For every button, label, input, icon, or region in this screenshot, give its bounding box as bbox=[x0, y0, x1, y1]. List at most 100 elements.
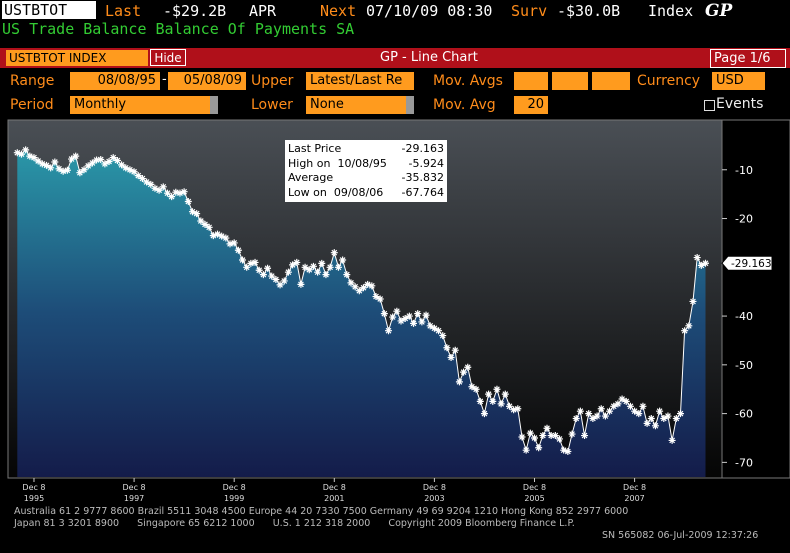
marker bbox=[672, 414, 680, 422]
marker bbox=[63, 166, 71, 174]
events-checkbox[interactable] bbox=[704, 100, 715, 111]
marker bbox=[693, 254, 701, 262]
stat-label: Last Price bbox=[288, 142, 342, 155]
marker bbox=[247, 259, 255, 267]
marker bbox=[647, 414, 655, 422]
marker bbox=[530, 434, 538, 442]
marker bbox=[572, 414, 580, 422]
currency-label: Currency bbox=[637, 73, 701, 89]
marker bbox=[118, 161, 126, 169]
lower-field[interactable]: None bbox=[306, 96, 414, 114]
period-field[interactable]: Monthly bbox=[70, 96, 218, 114]
marker bbox=[397, 317, 405, 325]
marker bbox=[685, 322, 693, 330]
marker bbox=[280, 277, 288, 285]
marker bbox=[22, 146, 30, 154]
surv-label: Surv bbox=[511, 2, 548, 20]
marker bbox=[105, 157, 113, 165]
marker bbox=[151, 184, 159, 192]
upper-field[interactable]: Latest/Last Re bbox=[306, 72, 414, 90]
marker bbox=[643, 419, 651, 427]
marker bbox=[689, 297, 697, 305]
marker bbox=[418, 318, 426, 326]
page-indicator[interactable]: Page 1/6 bbox=[710, 49, 786, 68]
marker bbox=[551, 432, 559, 440]
security-field[interactable]: USTBTOT INDEX bbox=[6, 50, 148, 66]
marker bbox=[355, 287, 363, 295]
marker bbox=[660, 414, 668, 422]
stat-label: Average bbox=[288, 171, 334, 184]
marker bbox=[681, 327, 689, 335]
ticker: USTBTOT bbox=[2, 1, 96, 19]
marker bbox=[347, 279, 355, 287]
marker bbox=[614, 400, 622, 408]
footer-line: Australia 61 2 9777 8600 Brazil 5511 304… bbox=[14, 506, 629, 517]
mov-avg-field[interactable] bbox=[552, 72, 588, 90]
stat-label: High on 10/08/95 bbox=[288, 156, 387, 170]
marker bbox=[422, 311, 430, 319]
marker bbox=[222, 234, 230, 242]
marker bbox=[305, 266, 313, 274]
marker bbox=[68, 155, 76, 163]
mov-avg-field[interactable] bbox=[514, 72, 548, 90]
marker bbox=[155, 186, 163, 194]
marker bbox=[284, 268, 292, 276]
marker bbox=[493, 385, 501, 393]
marker bbox=[272, 275, 280, 283]
hide-button[interactable]: Hide bbox=[150, 49, 186, 66]
x-tick-label: 2003 bbox=[424, 494, 444, 503]
marker bbox=[447, 354, 455, 362]
marker bbox=[13, 149, 21, 157]
marker bbox=[522, 446, 530, 454]
marker bbox=[556, 435, 564, 443]
marker bbox=[585, 410, 593, 418]
marker bbox=[359, 284, 367, 292]
marker bbox=[610, 402, 618, 410]
marker bbox=[543, 424, 551, 432]
marker bbox=[88, 159, 96, 167]
marker bbox=[80, 166, 88, 174]
marker bbox=[560, 446, 568, 454]
marker bbox=[30, 154, 38, 162]
marker bbox=[42, 161, 50, 169]
last-value-label: -29.163 bbox=[731, 258, 772, 270]
range-start[interactable]: 08/08/95 bbox=[70, 72, 160, 90]
lower-label: Lower bbox=[251, 97, 293, 113]
marker bbox=[372, 293, 380, 301]
events-label: Events bbox=[716, 96, 764, 112]
marker bbox=[122, 164, 130, 172]
next-label: Next bbox=[320, 2, 357, 20]
marker bbox=[631, 407, 639, 415]
x-tick-label: 1995 bbox=[24, 494, 44, 503]
marker bbox=[38, 160, 46, 168]
marker bbox=[180, 188, 188, 196]
stat-row: Last Price -29.163 bbox=[288, 142, 444, 157]
stat-row: Low on 09/08/06 -67.764 bbox=[288, 186, 444, 201]
marker bbox=[113, 157, 121, 165]
marker bbox=[597, 405, 605, 413]
marker bbox=[376, 295, 384, 303]
marker bbox=[476, 397, 484, 405]
stat-value: -35.832 bbox=[401, 171, 444, 184]
mov-avg-value[interactable]: 20 bbox=[514, 96, 548, 114]
marker bbox=[651, 422, 659, 430]
mov-avg-field[interactable] bbox=[592, 72, 630, 90]
marker bbox=[264, 264, 272, 272]
marker bbox=[426, 322, 434, 330]
range-end[interactable]: 05/08/09 bbox=[168, 72, 246, 90]
marker bbox=[205, 223, 213, 231]
marker bbox=[76, 169, 84, 177]
marker bbox=[439, 332, 447, 340]
marker bbox=[676, 410, 684, 418]
currency-field[interactable]: USD bbox=[712, 72, 765, 90]
marker bbox=[639, 402, 647, 410]
marker bbox=[326, 263, 334, 271]
marker bbox=[239, 256, 247, 264]
marker bbox=[656, 407, 664, 415]
marker bbox=[668, 436, 676, 444]
marker bbox=[176, 189, 184, 197]
next-value: 07/10/09 08:30 bbox=[366, 2, 493, 20]
marker bbox=[351, 283, 359, 291]
marker bbox=[72, 152, 80, 160]
